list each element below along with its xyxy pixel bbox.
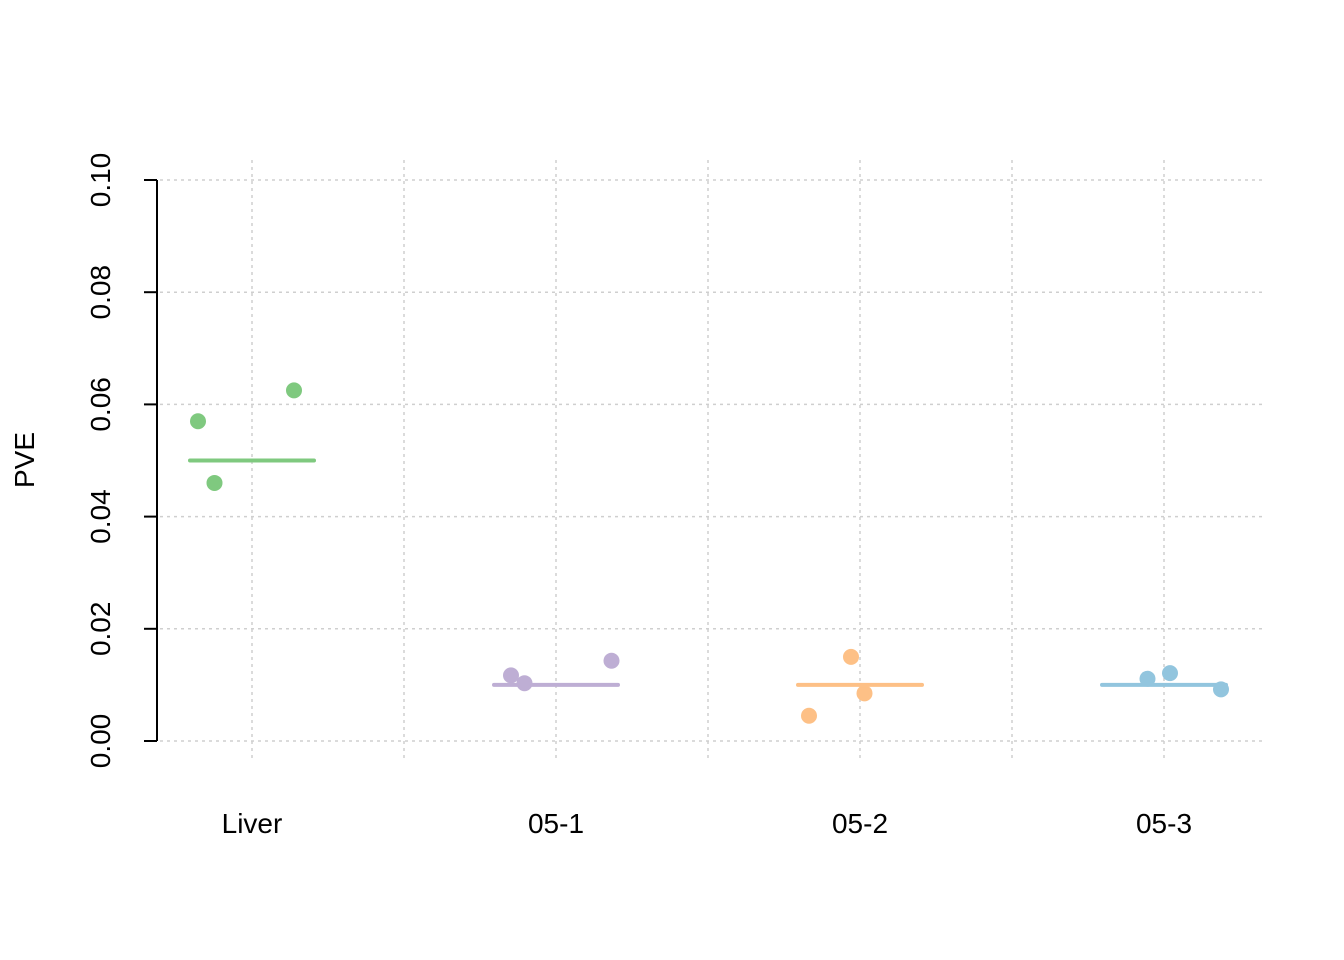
y-tick-label: 0.08 [85, 265, 116, 320]
data-point-05-2-2 [856, 685, 873, 702]
x-category-label: Liver [222, 808, 283, 839]
y-tick-label: 0.10 [85, 153, 116, 208]
grid [160, 160, 1264, 762]
data-point-05-3-2 [1213, 681, 1229, 698]
data-point-05-2-1 [843, 648, 859, 665]
y-tick-label: 0.04 [85, 489, 116, 544]
axes: 0.00 0.02 0.04 0.06 0.08 0.10 Liver 05-1 05-2 05-… [85, 153, 1192, 839]
data-point-05-2-0 [801, 707, 817, 724]
data-point-05-1-0 [503, 667, 519, 684]
data-point-05-3-1 [1162, 665, 1178, 682]
x-category-label: 05-3 [1136, 808, 1192, 839]
data-point-liver-1 [206, 474, 223, 491]
y-tick-label: 0.00 [85, 714, 116, 769]
data-point-liver-0 [190, 413, 206, 430]
y-tick-label: 0.06 [85, 377, 116, 432]
marks [188, 382, 1229, 724]
y-axis-label: PVE [9, 432, 40, 488]
x-category-label: 05-1 [528, 808, 584, 839]
data-point-05-1-2 [603, 652, 620, 669]
data-point-05-1-1 [516, 675, 533, 692]
y-tick-label: 0.02 [85, 602, 116, 657]
data-point-liver-2 [286, 382, 302, 399]
data-point-05-3-0 [1139, 670, 1156, 687]
x-category-label: 05-2 [832, 808, 888, 839]
